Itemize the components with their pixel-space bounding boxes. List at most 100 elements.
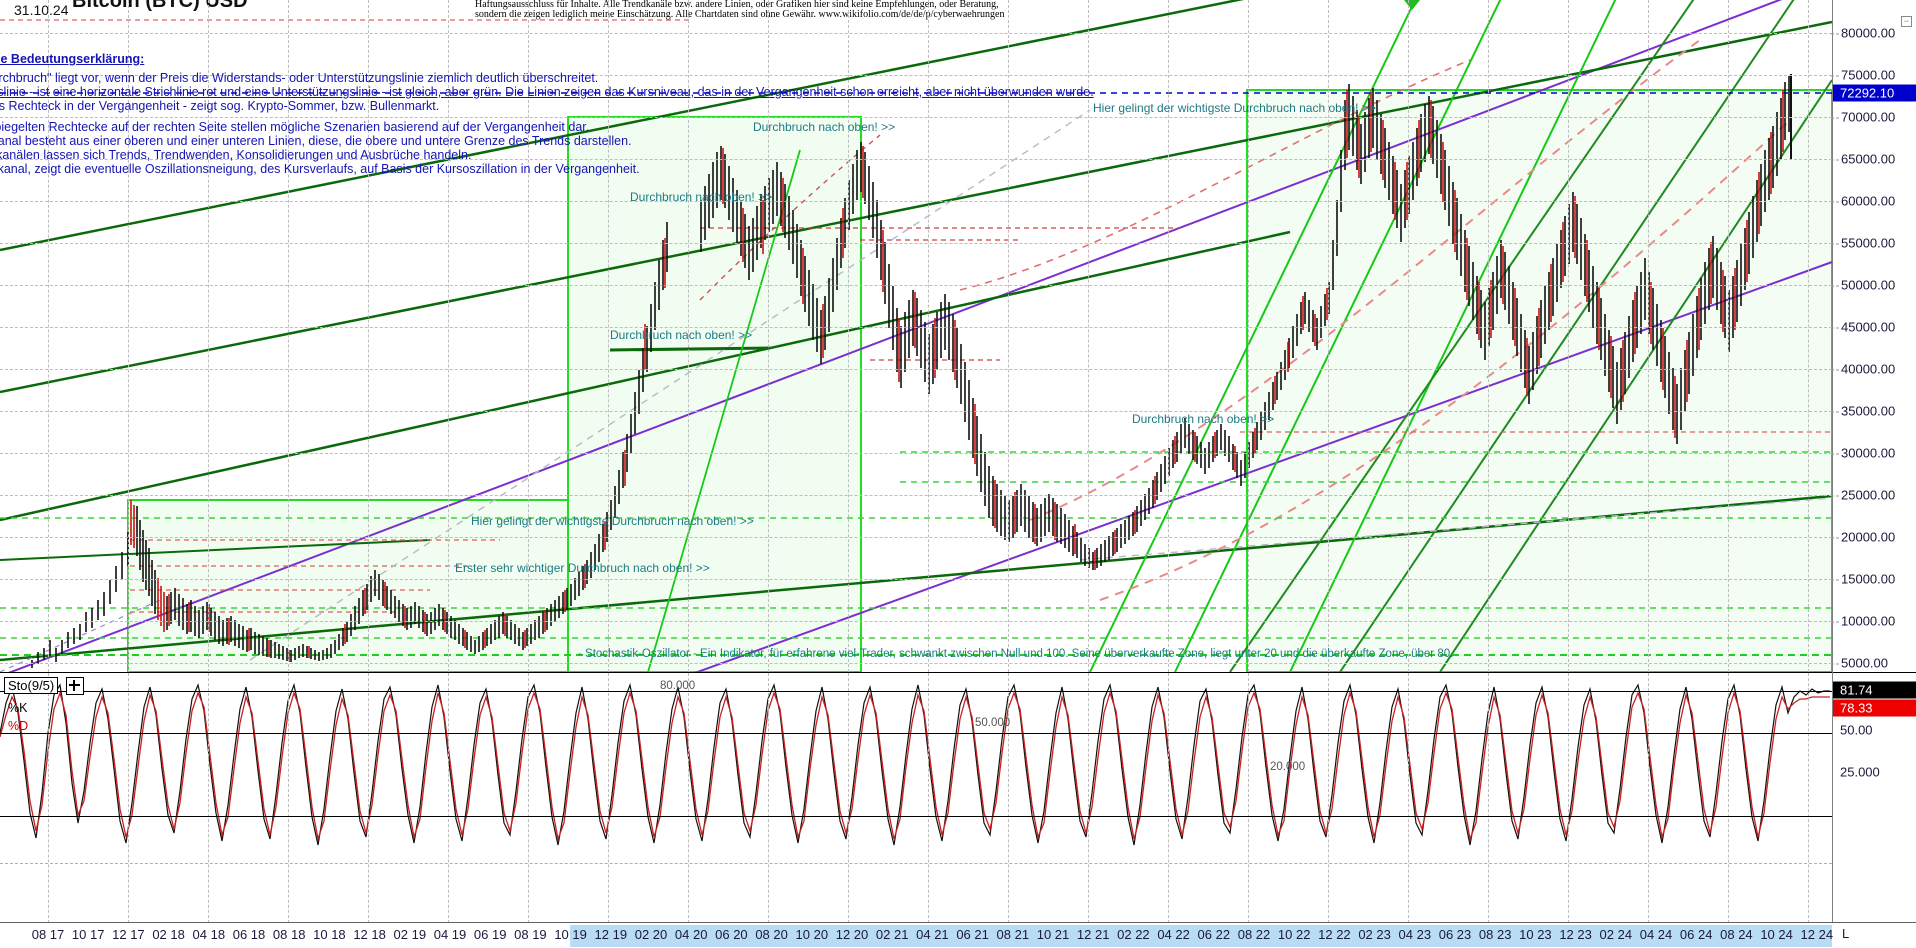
price-tick: 55000.00 xyxy=(1831,236,1895,251)
grey-helper-line xyxy=(1079,497,1832,561)
time-axis-tick: 10 23 xyxy=(1519,927,1552,942)
time-axis-tick: 12 24 xyxy=(1800,927,1834,942)
stoch-k-label: %K xyxy=(8,701,28,715)
annotation-breakout-3: Durchbruch nach oben! >> xyxy=(610,328,753,342)
stoch-inline-50: 50.000 xyxy=(975,717,1011,729)
stoch-level-0 xyxy=(0,863,1832,864)
time-axis-tick: 08 20 xyxy=(755,927,788,942)
legend-line-2: Widerstandslinie - ist eine horizontale … xyxy=(0,85,1094,99)
stoch-level-20 xyxy=(0,816,1832,817)
time-axis-tick: 06 20 xyxy=(715,927,748,942)
stoch-inline-20: 20.000 xyxy=(1270,761,1306,773)
price-axis[interactable]: − 80000.00 75000.00 72292.10 70000.00 65… xyxy=(1831,0,1916,922)
time-axis-tick: 06 18 xyxy=(232,927,266,942)
legend-line-6: Mit Trendkanälen lassen sich Trends, Tre… xyxy=(0,148,472,162)
time-axis-tick: 10 19 xyxy=(554,927,587,942)
chart-title: Bitcoin (BTC) USD xyxy=(72,0,248,12)
price-tick: 70000.00 xyxy=(1831,110,1895,125)
time-axis-tick: 12 22 xyxy=(1318,927,1351,942)
time-axis-tick: 08 23 xyxy=(1478,927,1512,942)
time-axis-tick: 08 18 xyxy=(272,927,306,942)
time-axis-tick: 02 24 xyxy=(1599,927,1633,942)
stoch-level-80 xyxy=(0,691,1832,692)
price-tick: 65000.00 xyxy=(1831,152,1895,167)
time-axis-tick: 08 22 xyxy=(1237,927,1271,942)
time-axis-tick: 02 22 xyxy=(1117,927,1150,942)
price-tick: 5000.00 xyxy=(1831,656,1888,671)
time-axis-tick: 10 22 xyxy=(1277,927,1311,942)
marker-triangle-icon xyxy=(1404,0,1420,10)
price-chart-graphics xyxy=(0,0,1832,672)
bright-green-steep-2 xyxy=(1174,0,1502,672)
bright-green-steep-3 xyxy=(1289,0,1617,672)
red-projection-2 xyxy=(1099,119,1791,601)
time-range-selection[interactable] xyxy=(570,925,1832,947)
annotation-breakout-2: Durchbruch nach oben! >> xyxy=(753,120,896,134)
time-axis-tick: 10 21 xyxy=(1036,927,1070,942)
time-axis-tick: 04 24 xyxy=(1639,927,1673,942)
time-axis-tick: 02 19 xyxy=(393,927,427,942)
time-axis-tick: 08 21 xyxy=(996,927,1030,942)
legend-line-3: Grünes Rechteck in der Vergangenheit - z… xyxy=(0,99,440,113)
legend-heading: Die Bedeutungserklärung: xyxy=(0,52,145,66)
expand-icon[interactable] xyxy=(66,677,84,695)
disclaimer-line-2: sondern die zeigen lediglich meine Einsc… xyxy=(475,9,1005,20)
time-axis-tick: 12 17 xyxy=(112,927,145,942)
time-axis-tick: 04 23 xyxy=(1398,927,1432,942)
annotation-major-breakout-left: Hier gelingt der wichtigste Durchbruch n… xyxy=(471,514,754,528)
chart-date-label: 31.10.24 xyxy=(14,2,69,18)
legend-line-1: "Durchbruch" liegt vor, wenn der Preis d… xyxy=(0,71,599,85)
price-tick: 45000.00 xyxy=(1831,320,1895,335)
price-tick: 30000.00 xyxy=(1831,446,1895,461)
price-tick: 80000.00 xyxy=(1831,26,1895,41)
time-axis-tick: 06 22 xyxy=(1197,927,1231,942)
time-axis-tick: 04 19 xyxy=(433,927,467,942)
time-axis-tick: 04 22 xyxy=(1157,927,1190,942)
stoch-level-50 xyxy=(0,733,1832,734)
stochastic-settings-badge[interactable]: Sto(9/5) xyxy=(4,677,59,694)
axis-divider xyxy=(1833,672,1916,673)
collapse-icon[interactable]: − xyxy=(1901,16,1912,27)
time-axis-tick: 12 23 xyxy=(1559,927,1592,942)
stochastic-graphics xyxy=(0,682,1830,846)
last-price-badge: 72292.10 xyxy=(1833,84,1916,102)
time-axis-tick: 04 18 xyxy=(192,927,226,942)
green-trendline-2 xyxy=(0,20,1832,394)
time-axis-tick: 12 21 xyxy=(1076,927,1110,942)
red-projection-3 xyxy=(959,59,1471,291)
green-trendline-5 xyxy=(0,539,431,561)
time-axis-end-marker: L xyxy=(1842,926,1850,941)
time-axis-tick: 02 20 xyxy=(634,927,668,942)
green-trendline-3 xyxy=(0,230,1291,522)
time-axis-tick: 12 19 xyxy=(594,927,628,942)
time-axis-tick: 08 19 xyxy=(514,927,547,942)
price-tick: 15000.00 xyxy=(1831,572,1895,587)
price-tick: 60000.00 xyxy=(1831,194,1895,209)
time-axis-tick: 10 18 xyxy=(313,927,346,942)
stochastic-indicator-panel[interactable]: Sto(9/5) %K %D 80.000 50.000 20.000 xyxy=(0,672,1832,923)
dark-green-steep-3 xyxy=(1439,79,1832,672)
time-axis-tick: 10 17 xyxy=(71,927,105,942)
time-axis-tick: 12 20 xyxy=(835,927,869,942)
price-tick: 10000.00 xyxy=(1831,614,1895,629)
stoch-k-value: 81.74 xyxy=(1833,681,1916,699)
stoch-low-tick: 25.000 xyxy=(1840,764,1880,780)
time-axis-tick: 04 20 xyxy=(674,927,708,942)
annotation-breakout-1: Durchbruch nach oben! >> xyxy=(630,190,773,204)
time-axis-tick: 10 24 xyxy=(1760,927,1793,942)
green-resistance-mid xyxy=(609,346,771,352)
annotation-breakout-4: Durchbruch nach oben! >> xyxy=(1132,412,1275,426)
purple-trendline-upper xyxy=(8,0,1783,672)
time-axis-tick: 10 20 xyxy=(795,927,829,942)
price-tick: 35000.00 xyxy=(1831,404,1895,419)
time-axis-tick: 06 23 xyxy=(1438,927,1472,942)
time-axis-tick: 06 24 xyxy=(1679,927,1713,942)
green-trendline-1 xyxy=(0,0,1245,252)
time-axis-tick: 02 18 xyxy=(152,927,185,942)
annotation-stochastic-note: - Stochastik-Oszillator - Ein Indikator,… xyxy=(578,648,1454,660)
time-axis[interactable]: L 08 17 10 17 12 17 02 18 04 18 06 18 08 18 10 … xyxy=(0,922,1916,948)
legend-line-5: Ein Trendkanal besteht aus einer oberen … xyxy=(0,134,632,148)
red-projection-1 xyxy=(1029,39,1701,521)
price-chart-panel[interactable]: Die Bedeutungserklärung: "Durchbruch" li… xyxy=(0,0,1832,672)
